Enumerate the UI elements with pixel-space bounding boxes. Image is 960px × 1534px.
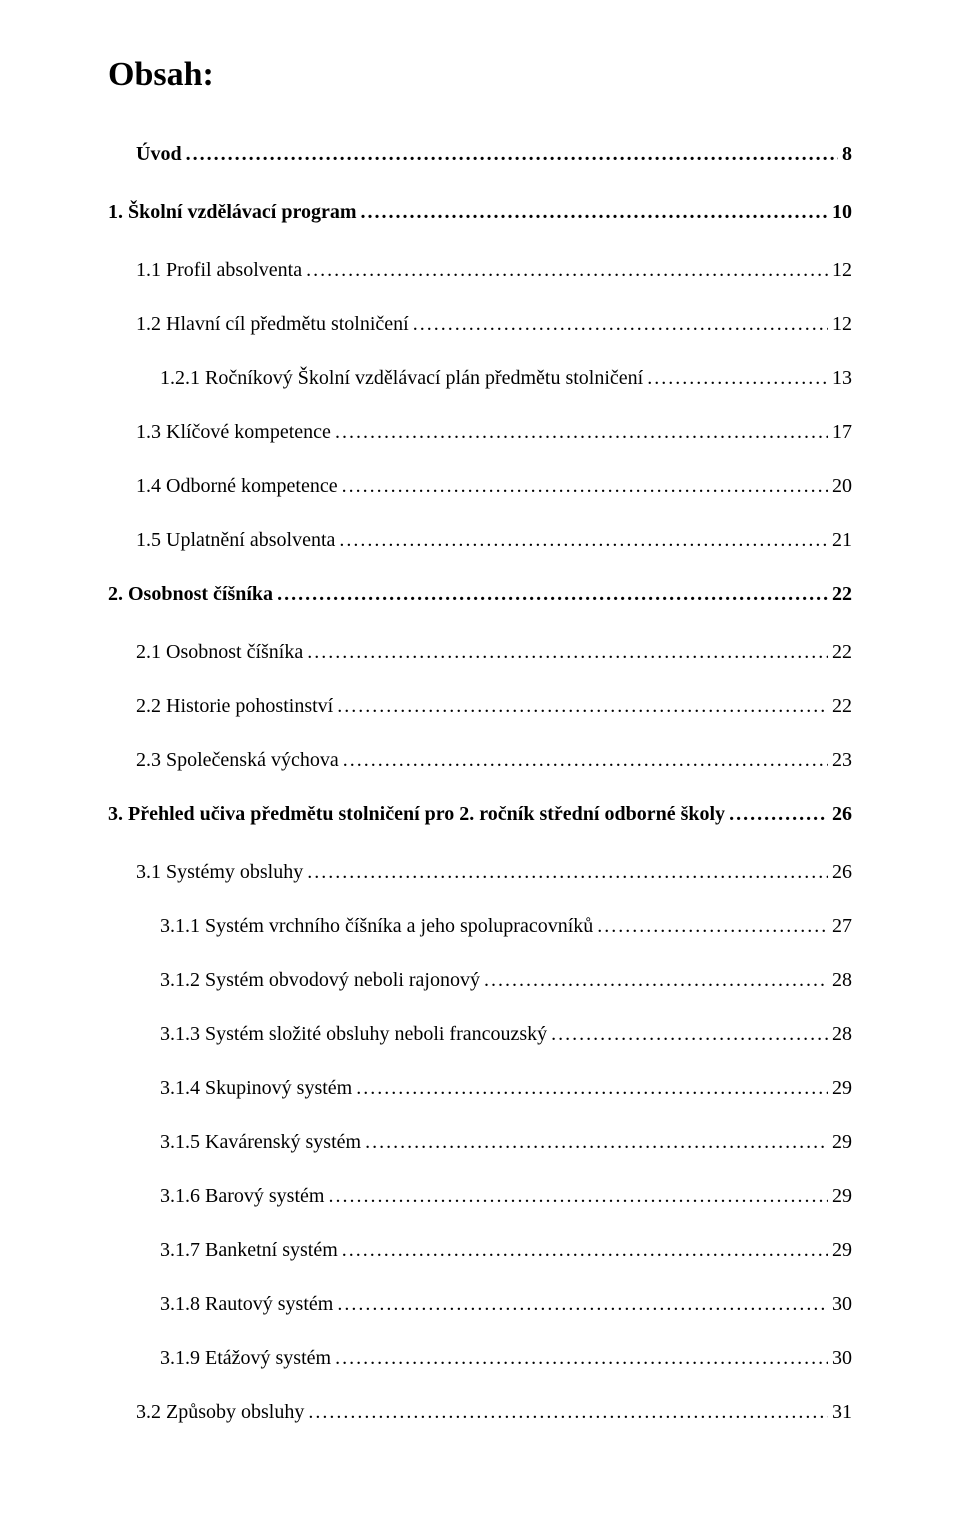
toc-entry-page: 17 bbox=[832, 420, 852, 444]
toc-entry-page: 30 bbox=[832, 1292, 852, 1316]
toc-leader-dots bbox=[361, 200, 828, 224]
toc-entry-page: 12 bbox=[832, 312, 852, 336]
toc-entry-label: 3.2 Způsoby obsluhy bbox=[136, 1400, 304, 1424]
toc-leader-dots bbox=[356, 1076, 828, 1100]
toc-entry-label: 3.1.5 Kavárenský systém bbox=[160, 1130, 361, 1154]
toc-entry: 2.1 Osobnost číšníka 22 bbox=[108, 640, 852, 664]
toc-entry-page: 22 bbox=[832, 694, 852, 718]
toc-leader-dots bbox=[307, 860, 828, 884]
toc-entry-page: 28 bbox=[832, 968, 852, 992]
toc-entry: 3.1.3 Systém složité obsluhy neboli fran… bbox=[108, 1022, 852, 1046]
toc-entry-page: 29 bbox=[832, 1184, 852, 1208]
toc-entry-page: 13 bbox=[832, 366, 852, 390]
toc-entry-label: 1.5 Uplatnění absolventa bbox=[136, 528, 335, 552]
toc-leader-dots bbox=[335, 1346, 828, 1370]
toc-entry: 3. Přehled učiva předmětu stolničení pro… bbox=[108, 802, 852, 826]
toc-leader-dots bbox=[337, 1292, 828, 1316]
toc-leader-dots bbox=[335, 420, 828, 444]
toc-entry-label: 1.2 Hlavní cíl předmětu stolničení bbox=[136, 312, 409, 336]
page-title: Obsah: bbox=[108, 56, 852, 94]
toc-entry: 1.1 Profil absolventa 12 bbox=[108, 258, 852, 282]
toc-leader-dots bbox=[277, 582, 828, 606]
toc-leader-dots bbox=[342, 474, 828, 498]
toc-entry-label: 1.3 Klíčové kompetence bbox=[136, 420, 331, 444]
toc-leader-dots bbox=[342, 1238, 828, 1262]
toc-entry-label: 3.1.9 Etážový systém bbox=[160, 1346, 331, 1370]
toc-entry: Úvod 8 bbox=[108, 142, 852, 166]
toc-entry-page: 27 bbox=[832, 914, 852, 938]
toc-entry-label: 2.1 Osobnost číšníka bbox=[136, 640, 303, 664]
toc-entry: 2.3 Společenská výchova 23 bbox=[108, 748, 852, 772]
toc-entry-page: 22 bbox=[832, 582, 852, 606]
toc-entry-label: 2.2 Historie pohostinství bbox=[136, 694, 333, 718]
toc-entry: 3.1.1 Systém vrchního číšníka a jeho spo… bbox=[108, 914, 852, 938]
toc-entry-label: 3.1.7 Banketní systém bbox=[160, 1238, 338, 1262]
toc-entry-page: 26 bbox=[832, 802, 852, 826]
toc-entry-label: 1.2.1 Ročníkový Školní vzdělávací plán p… bbox=[160, 366, 643, 390]
table-of-contents: Úvod 8 1. Školní vzdělávací program 10 1.1 P… bbox=[108, 142, 852, 1424]
toc-leader-dots bbox=[339, 528, 828, 552]
toc-entry-label: 3.1.3 Systém složité obsluhy neboli fran… bbox=[160, 1022, 547, 1046]
toc-entry-page: 28 bbox=[832, 1022, 852, 1046]
toc-entry: 3.1 Systémy obsluhy 26 bbox=[108, 860, 852, 884]
document-page: Obsah: Úvod 8 1. Školní vzdělávací program… bbox=[0, 0, 960, 1534]
toc-entry: 2.2 Historie pohostinství 22 bbox=[108, 694, 852, 718]
toc-entry: 3.1.2 Systém obvodový neboli rajonový 28 bbox=[108, 968, 852, 992]
toc-entry: 1. Školní vzdělávací program 10 bbox=[108, 200, 852, 224]
toc-entry-page: 31 bbox=[832, 1400, 852, 1424]
toc-entry: 1.5 Uplatnění absolventa 21 bbox=[108, 528, 852, 552]
toc-leader-dots bbox=[729, 802, 828, 826]
toc-leader-dots bbox=[597, 914, 828, 938]
toc-entry-label: 1.4 Odborné kompetence bbox=[136, 474, 338, 498]
toc-entry-page: 29 bbox=[832, 1076, 852, 1100]
toc-entry: 3.1.9 Etážový systém 30 bbox=[108, 1346, 852, 1370]
toc-entry-label: 3.1.2 Systém obvodový neboli rajonový bbox=[160, 968, 480, 992]
toc-entry-label: 3. Přehled učiva předmětu stolničení pro… bbox=[108, 802, 725, 826]
toc-entry-label: 2.3 Společenská výchova bbox=[136, 748, 339, 772]
toc-entry-label: 3.1.8 Rautový systém bbox=[160, 1292, 333, 1316]
toc-entry-page: 10 bbox=[832, 200, 852, 224]
toc-entry: 3.1.6 Barový systém 29 bbox=[108, 1184, 852, 1208]
toc-leader-dots bbox=[413, 312, 828, 336]
toc-entry: 3.1.5 Kavárenský systém 29 bbox=[108, 1130, 852, 1154]
toc-entry-label: 3.1 Systémy obsluhy bbox=[136, 860, 303, 884]
toc-entry-page: 29 bbox=[832, 1130, 852, 1154]
toc-entry: 1.2 Hlavní cíl předmětu stolničení 12 bbox=[108, 312, 852, 336]
toc-leader-dots bbox=[328, 1184, 828, 1208]
toc-leader-dots bbox=[306, 258, 828, 282]
toc-entry: 1.4 Odborné kompetence 20 bbox=[108, 474, 852, 498]
toc-entry-label: 1.1 Profil absolventa bbox=[136, 258, 302, 282]
toc-leader-dots bbox=[186, 142, 838, 166]
toc-leader-dots bbox=[337, 694, 828, 718]
toc-entry-page: 23 bbox=[832, 748, 852, 772]
toc-entry-page: 26 bbox=[832, 860, 852, 884]
toc-entry-page: 22 bbox=[832, 640, 852, 664]
toc-entry-page: 29 bbox=[832, 1238, 852, 1262]
toc-entry: 3.1.4 Skupinový systém 29 bbox=[108, 1076, 852, 1100]
toc-entry-label: Úvod bbox=[136, 142, 182, 166]
toc-leader-dots bbox=[365, 1130, 828, 1154]
toc-entry-page: 30 bbox=[832, 1346, 852, 1370]
toc-leader-dots bbox=[307, 640, 828, 664]
toc-leader-dots bbox=[551, 1022, 828, 1046]
toc-entry-page: 20 bbox=[832, 474, 852, 498]
toc-entry: 1.2.1 Ročníkový Školní vzdělávací plán p… bbox=[108, 366, 852, 390]
toc-entry-page: 21 bbox=[832, 528, 852, 552]
toc-leader-dots bbox=[484, 968, 828, 992]
toc-leader-dots bbox=[308, 1400, 828, 1424]
toc-entry-label: 3.1.4 Skupinový systém bbox=[160, 1076, 352, 1100]
toc-entry-label: 3.1.1 Systém vrchního číšníka a jeho spo… bbox=[160, 914, 593, 938]
toc-entry-label: 1. Školní vzdělávací program bbox=[108, 200, 357, 224]
toc-entry: 3.1.8 Rautový systém 30 bbox=[108, 1292, 852, 1316]
toc-entry-page: 8 bbox=[842, 142, 852, 166]
toc-leader-dots bbox=[343, 748, 828, 772]
toc-leader-dots bbox=[647, 366, 828, 390]
toc-entry-page: 12 bbox=[832, 258, 852, 282]
toc-entry: 3.1.7 Banketní systém 29 bbox=[108, 1238, 852, 1262]
toc-entry: 3.2 Způsoby obsluhy 31 bbox=[108, 1400, 852, 1424]
toc-entry: 2. Osobnost číšníka 22 bbox=[108, 582, 852, 606]
toc-entry: 1.3 Klíčové kompetence 17 bbox=[108, 420, 852, 444]
toc-entry-label: 3.1.6 Barový systém bbox=[160, 1184, 324, 1208]
toc-entry-label: 2. Osobnost číšníka bbox=[108, 582, 273, 606]
